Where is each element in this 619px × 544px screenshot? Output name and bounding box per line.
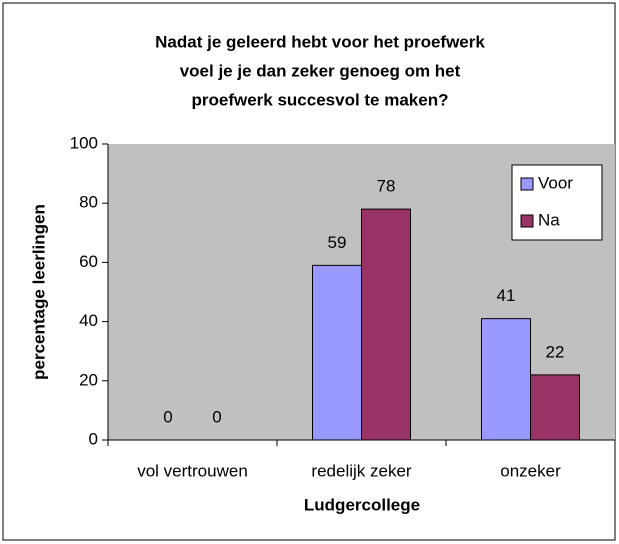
x-tick-label: onzeker xyxy=(500,461,561,480)
value-label: 41 xyxy=(497,286,516,305)
y-tick-label: 100 xyxy=(70,133,98,152)
y-tick-label: 0 xyxy=(89,429,98,448)
value-label: 78 xyxy=(377,177,396,196)
x-axis-title: Ludgercollege xyxy=(304,495,420,514)
bar xyxy=(361,208,411,441)
y-axis-title: percentage leerlingen xyxy=(29,204,48,380)
bar xyxy=(481,318,531,441)
y-tick-label: 40 xyxy=(79,311,98,330)
legend-label: Voor xyxy=(538,173,573,192)
x-tick-label: redelijk zeker xyxy=(311,461,411,480)
legend-swatch xyxy=(520,214,534,228)
value-label: 59 xyxy=(328,233,347,252)
bar xyxy=(312,264,362,441)
y-tick-label: 20 xyxy=(79,370,98,389)
value-label: 22 xyxy=(546,342,565,361)
legend-swatch xyxy=(520,177,534,191)
x-tick-label: vol vertrouwen xyxy=(137,461,248,480)
bar xyxy=(530,374,580,441)
legend-label: Na xyxy=(538,210,560,229)
chart-title: Nadat je geleerd hebt voor het proefwerk xyxy=(155,32,485,51)
value-label: 0 xyxy=(212,407,221,426)
chart-title: proefwerk succesvol te maken? xyxy=(191,90,448,109)
y-tick-label: 60 xyxy=(79,252,98,271)
value-label: 0 xyxy=(163,407,172,426)
chart-title: voel je je dan zeker genoeg om het xyxy=(180,61,461,80)
y-tick-label: 80 xyxy=(79,193,98,212)
